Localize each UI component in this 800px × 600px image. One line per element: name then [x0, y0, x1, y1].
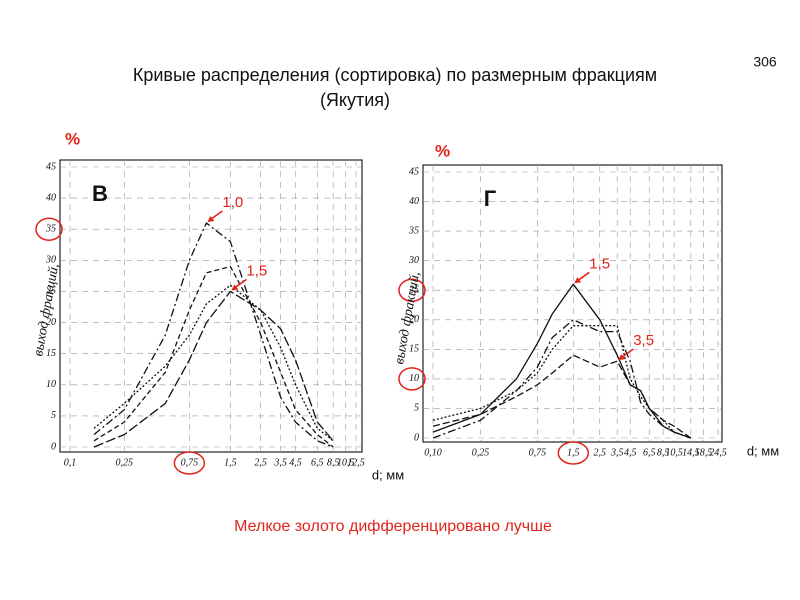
- x-tick-label: 1,5: [567, 447, 580, 458]
- y-tick-label: 40: [46, 192, 56, 203]
- y-tick-label: 30: [45, 255, 56, 266]
- x-tick-label: 2,5: [594, 447, 607, 458]
- arrow-head: [618, 354, 626, 361]
- chart: 0 5 10 15 20 25 30 35 40 45 0,1 0,25 0,75 1,5 2,5 3,5 4,…: [31, 129, 404, 482]
- y-tick-label: 45: [46, 161, 56, 172]
- tick-circle: [557, 441, 590, 465]
- series-line: [432, 354, 692, 439]
- x-tick-label: 3,5: [610, 447, 624, 458]
- x-tick-label: 18,5: [695, 447, 713, 458]
- annotation-label: 1,0: [222, 194, 243, 211]
- y-tick-label: 5: [51, 410, 56, 421]
- annotation-label: 1,5: [589, 255, 610, 272]
- y-tick-label: 0: [51, 441, 56, 452]
- y-tick-label: 20: [409, 314, 419, 325]
- x-tick-label: 0,10: [424, 447, 442, 458]
- annotation-label: 3,5: [633, 332, 654, 349]
- y-tick-label: 10: [409, 373, 419, 384]
- x-axis-label: d; мм: [372, 467, 404, 482]
- x-tick-label: 8,5: [657, 447, 670, 458]
- series-line: [93, 290, 334, 448]
- x-tick-label: 0,75: [181, 457, 199, 468]
- y-tick-label: 0: [414, 432, 419, 443]
- x-tick-label: 0,75: [529, 447, 547, 458]
- series-line: [432, 319, 692, 439]
- series-line: [93, 265, 334, 448]
- y-tick-label: 45: [409, 166, 419, 177]
- y-tick-label: 15: [409, 344, 419, 355]
- title: Кривые распределения (сортировка) по раз…: [133, 65, 657, 85]
- unit-label: %: [435, 141, 450, 160]
- y-tick-label: 25: [409, 285, 419, 296]
- x-axis-label: d; мм: [747, 443, 779, 458]
- x-tick-label: 10,5: [337, 457, 355, 468]
- y-tick-label: 40: [409, 196, 419, 207]
- arrow-head: [574, 277, 582, 284]
- y-tick-label: 15: [46, 348, 56, 359]
- subtitle: (Якутия): [320, 90, 390, 110]
- x-tick-label: 8,5: [327, 457, 340, 468]
- unit-label: %: [65, 129, 80, 148]
- annotation-label: 1,5: [246, 262, 267, 279]
- x-tick-label: 12,5: [347, 457, 365, 468]
- arrow-head: [207, 216, 215, 222]
- series-line: [93, 284, 334, 442]
- panel-label: Г: [484, 186, 497, 211]
- tick-circle: [173, 451, 206, 475]
- y-tick-label: 25: [46, 286, 56, 297]
- y-tick-label: 20: [46, 317, 56, 328]
- x-tick-label: 1,5: [224, 457, 237, 468]
- x-tick-label: 4,5: [624, 447, 637, 458]
- x-tick-label: 6,5: [311, 457, 324, 468]
- tick-circle: [398, 367, 426, 391]
- y-tick-label: 30: [408, 255, 419, 266]
- x-tick-label: 2,5: [254, 457, 267, 468]
- tick-circle: [35, 217, 63, 241]
- series-line: [93, 222, 334, 448]
- page-number: 306: [753, 54, 777, 70]
- arrow-head: [231, 284, 239, 291]
- note: Мелкое золото дифференцировано лучше: [234, 518, 552, 535]
- x-tick-label: 10,5: [665, 447, 683, 458]
- x-tick-label: 0,1: [64, 457, 77, 468]
- panel-label: В: [92, 181, 108, 206]
- series-line: [432, 283, 692, 439]
- y-tick-label: 5: [414, 403, 419, 414]
- y-axis-label: выход фракций,: [31, 262, 62, 357]
- x-tick-label: 0,25: [116, 457, 134, 468]
- plot-frame: [422, 164, 723, 443]
- x-tick-label: 24,5: [709, 447, 727, 458]
- x-tick-label: 14,5: [682, 447, 700, 458]
- x-tick-label: 0,25: [472, 447, 490, 458]
- y-tick-label: 10: [46, 379, 56, 390]
- plot-frame: [59, 159, 363, 453]
- tick-circle: [398, 278, 426, 302]
- x-tick-label: 4,5: [289, 457, 302, 468]
- y-tick-label: 35: [45, 224, 56, 235]
- x-tick-label: 3,5: [273, 457, 287, 468]
- y-tick-label: 35: [408, 225, 419, 236]
- x-tick-label: 6,5: [643, 447, 656, 458]
